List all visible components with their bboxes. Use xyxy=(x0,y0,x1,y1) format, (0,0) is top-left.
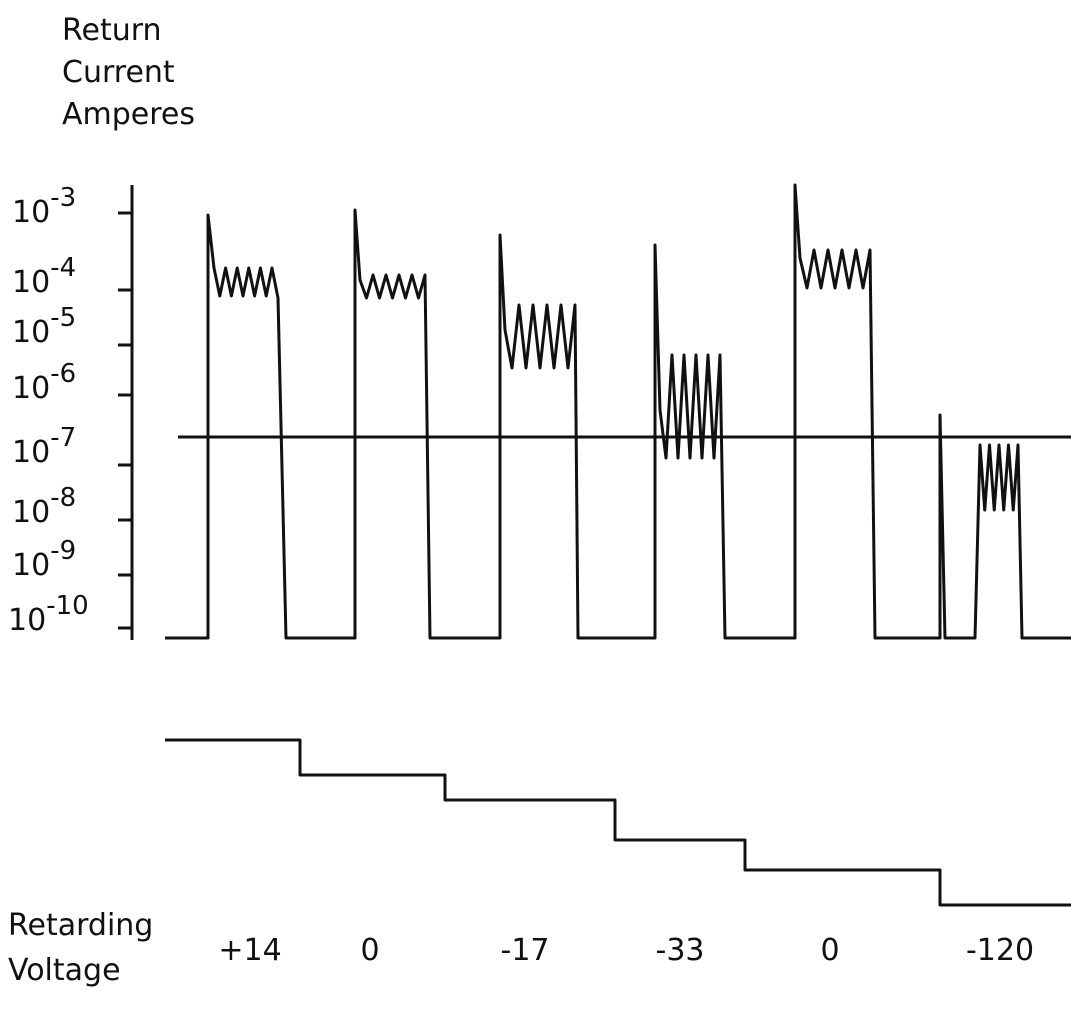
tick-base: 10 xyxy=(12,435,50,470)
y-label: Current xyxy=(62,55,175,90)
y-tick-label: 10-7 xyxy=(12,423,76,470)
voltage-label: -120 xyxy=(966,933,1034,968)
tick-base: 10 xyxy=(12,495,50,530)
tick-base: 10 xyxy=(12,195,50,230)
voltage-label: 0 xyxy=(820,933,839,968)
y-tick-label: 10-8 xyxy=(12,483,76,530)
labels: ReturnCurrentAmperesRetardingVoltage10-3… xyxy=(8,13,1034,988)
voltage-steps xyxy=(165,738,1071,907)
tick-base: 10 xyxy=(12,548,50,583)
tick-base: 10 xyxy=(8,603,46,638)
y-tick-label: 10-5 xyxy=(12,303,76,350)
y-tick-label: 10-4 xyxy=(12,253,76,300)
tick-exp: -10 xyxy=(46,591,88,621)
x-label: Voltage xyxy=(8,953,121,988)
y-tick-label: 10-3 xyxy=(12,183,76,230)
tick-base: 10 xyxy=(12,265,50,300)
y-tick-label: 10-10 xyxy=(8,591,89,638)
x-label: Retarding xyxy=(8,908,153,943)
y-tick-label: 10-9 xyxy=(12,536,76,583)
voltage-label: -17 xyxy=(501,933,550,968)
tick-exp: -9 xyxy=(50,536,76,566)
voltage-label: 0 xyxy=(360,933,379,968)
y-label: Return xyxy=(62,13,162,48)
tick-exp: -6 xyxy=(50,359,76,389)
tick-exp: -8 xyxy=(50,483,76,513)
voltage-label: -33 xyxy=(656,933,705,968)
y-label: Amperes xyxy=(62,97,195,132)
tick-base: 10 xyxy=(12,315,50,350)
voltage-label: +14 xyxy=(218,933,281,968)
tick-exp: -7 xyxy=(50,423,76,453)
y-tick-label: 10-6 xyxy=(12,359,76,406)
tick-exp: -5 xyxy=(50,303,76,333)
tick-base: 10 xyxy=(12,371,50,406)
current-trace xyxy=(165,183,1071,640)
tick-exp: -3 xyxy=(50,183,76,213)
tick-exp: -4 xyxy=(50,253,76,283)
